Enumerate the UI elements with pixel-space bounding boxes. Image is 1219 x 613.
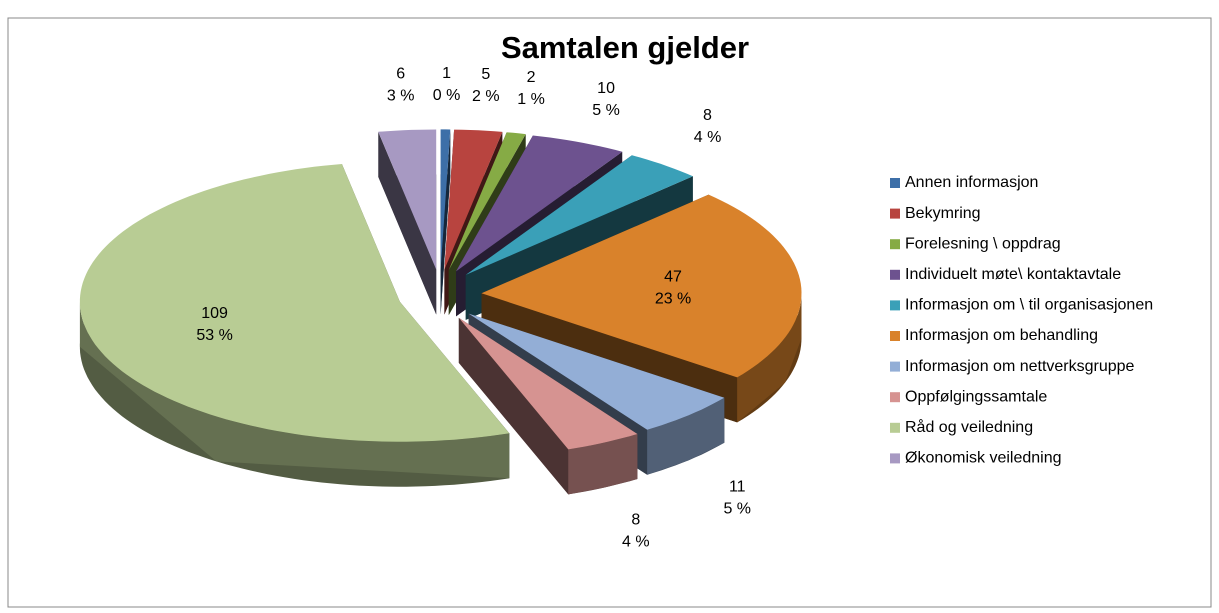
slice-side: [737, 293, 802, 423]
data-label: 10: [597, 80, 615, 97]
legend-swatch: [890, 239, 900, 250]
data-label-percent: 5 %: [592, 102, 620, 119]
legend-label: Individuelt møte\ kontaktavtale: [905, 266, 1121, 283]
data-label: 8: [703, 107, 712, 124]
data-label-percent: 53 %: [196, 327, 232, 344]
slice: [481, 194, 802, 378]
legend-label: Oppfølgingssamtale: [905, 388, 1047, 405]
legend-label: Økonomisk veiledning: [905, 450, 1062, 467]
pie: [79, 129, 802, 495]
legend-swatch: [890, 361, 900, 372]
legend-swatch: [890, 422, 900, 433]
legend-label: Forelesning \ oppdrag: [905, 235, 1061, 252]
slice: [444, 129, 503, 270]
data-label-percent: 1 %: [517, 91, 545, 108]
legend-label: Annen informasjon: [905, 174, 1038, 191]
slice: [468, 313, 725, 430]
data-label-percent: 3 %: [387, 88, 415, 105]
data-label-percent: 0 %: [433, 87, 461, 104]
slice-side: [568, 434, 638, 495]
legend-label: Informasjon om behandling: [905, 327, 1098, 344]
data-label-percent: 5 %: [723, 501, 751, 518]
legend-swatch: [890, 331, 900, 341]
data-label: 11: [729, 479, 746, 496]
slice-wall: [378, 131, 437, 315]
legend-swatch: [890, 178, 900, 188]
data-label: 47: [664, 269, 682, 286]
slice: [440, 129, 451, 270]
data-label: 2: [527, 69, 536, 86]
legend-label: Råd og veiledning: [905, 418, 1033, 436]
legend-swatch: [890, 269, 900, 280]
legend-label: Informasjon om \ til organisasjonen: [905, 297, 1153, 314]
data-label: 109: [201, 305, 228, 322]
legend-label: Bekymring: [905, 205, 981, 222]
chart-title: Samtalen gjelder: [501, 30, 749, 65]
slice-wall: [458, 317, 569, 495]
data-label: 5: [481, 66, 490, 83]
data-label-percent: 2 %: [472, 88, 500, 105]
slice-side: [647, 397, 725, 475]
slice: [455, 135, 623, 272]
slice: [448, 132, 526, 270]
legend-swatch: [890, 453, 900, 464]
data-label-percent: 23 %: [655, 291, 691, 308]
data-label: 6: [396, 66, 405, 83]
data-label-percent: 4 %: [622, 533, 650, 550]
legend-label: Informasjon om nettverksgruppe: [905, 358, 1135, 375]
slice: [378, 129, 437, 270]
legend-swatch: [890, 392, 900, 403]
legend-swatch: [890, 300, 900, 311]
slice: [79, 164, 510, 442]
legend-swatch: [890, 208, 900, 219]
slice-wall: [440, 129, 451, 315]
data-label: 1: [442, 65, 451, 82]
slice: [458, 317, 638, 450]
data-label-percent: 4 %: [694, 129, 722, 146]
data-label: 8: [631, 511, 640, 528]
slice-side: [79, 301, 510, 479]
slice: [465, 155, 693, 275]
